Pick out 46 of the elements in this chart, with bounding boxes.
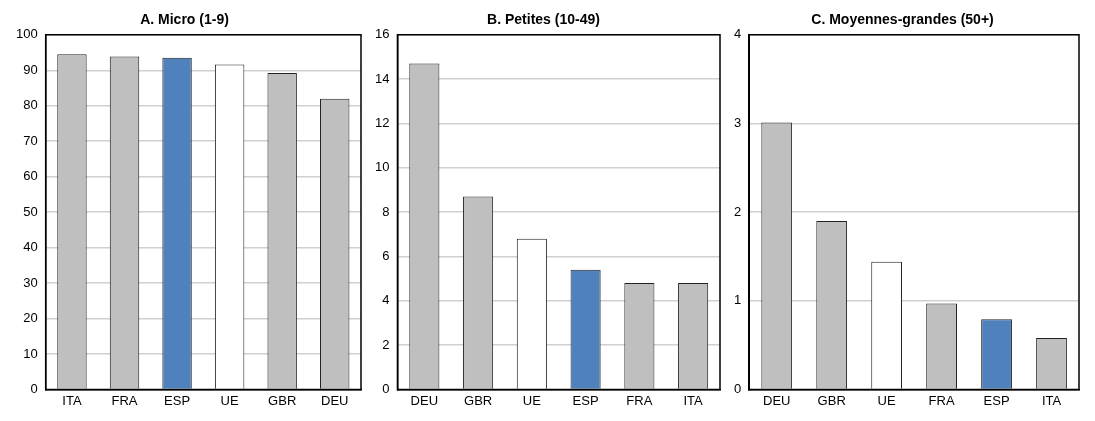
x-tick-label: UE: [220, 392, 239, 408]
x-tick-label: FRA: [626, 392, 653, 408]
y-tick-label: 4: [382, 292, 390, 308]
x-tick-label: UE: [522, 392, 542, 408]
x-tick-label: FRA: [928, 392, 955, 408]
y-tick-label: 0: [30, 380, 38, 396]
y-tick-label: 1: [734, 292, 742, 308]
x-tick-label: ITA: [62, 392, 82, 408]
x-tick-label: UE: [877, 392, 896, 408]
y-tick-label: 70: [23, 132, 38, 148]
x-tick-label: ITA: [683, 392, 704, 408]
x-tick-label: DEU: [321, 392, 349, 408]
y-tick-label: 2: [734, 203, 742, 219]
y-tick-label: 4: [734, 26, 742, 42]
y-tick-label: 50: [23, 203, 38, 219]
y-tick-label: 20: [23, 310, 38, 326]
y-tick-label: 10: [374, 159, 390, 175]
y-tick-label: 40: [23, 239, 38, 255]
y-tick-label: 2: [382, 336, 390, 352]
x-tick-label: DEU: [762, 392, 791, 408]
y-tick-label: 60: [23, 168, 38, 184]
x-tick-label: ESP: [572, 392, 599, 408]
x-tick-label: ESP: [164, 392, 191, 408]
y-tick-label: 0: [734, 380, 742, 396]
x-tick-label: GBR: [268, 392, 297, 408]
y-tick-label: 14: [374, 70, 390, 86]
y-tick-label: 10: [23, 345, 38, 361]
y-tick-label: 80: [23, 97, 38, 113]
x-tick-label: GBR: [464, 392, 493, 408]
y-tick-label: 12: [374, 115, 390, 131]
y-tick-label: 8: [382, 203, 390, 219]
y-tick-label: 3: [734, 115, 742, 131]
x-tick-label: FRA: [111, 392, 138, 408]
chart-title: C. Moyennes-grandes (50+): [811, 11, 994, 28]
y-tick-label: 16: [374, 26, 390, 42]
y-tick-label: 30: [23, 274, 38, 290]
y-tick-label: 100: [15, 26, 38, 42]
chart-title: A. Micro (1-9): [140, 11, 229, 28]
chart-title: B. Petites (10-49): [487, 11, 600, 28]
y-tick-label: 6: [382, 248, 390, 263]
y-tick-label: 0: [382, 380, 390, 396]
y-tick-label: 90: [23, 61, 38, 77]
x-tick-label: DEU: [410, 392, 439, 408]
x-tick-label: ITA: [1041, 392, 1062, 408]
x-tick-label: GBR: [817, 392, 846, 408]
x-tick-label: ESP: [983, 392, 1010, 408]
